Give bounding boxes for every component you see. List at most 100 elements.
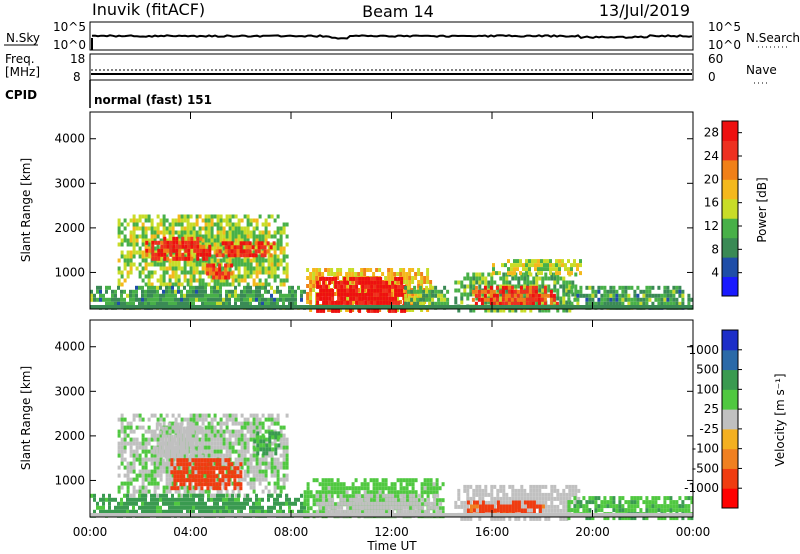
heatmap-cell — [543, 289, 547, 294]
heatmap-cell — [543, 301, 547, 306]
heatmap-cell — [150, 501, 153, 506]
heatmap-cell — [669, 301, 673, 306]
heatmap-cell — [201, 262, 205, 267]
heatmap-cell — [513, 271, 516, 276]
heatmap-cell — [531, 259, 534, 264]
colorbar-tick-label: 20 — [704, 172, 719, 186]
power-colorbar-label: Power [dB] — [755, 177, 769, 242]
heatmap-cell — [255, 469, 259, 474]
heatmap-cell — [129, 238, 133, 243]
heatmap-cell — [285, 297, 288, 302]
heatmap-cell — [528, 259, 531, 264]
heatmap-cell — [159, 457, 163, 462]
heatmap-cell — [147, 274, 151, 279]
heatmap-cell — [168, 238, 172, 243]
heatmap-cell — [285, 413, 289, 418]
heatmap-cell — [431, 301, 435, 306]
heatmap-cell — [240, 477, 244, 482]
heatmap-cell — [177, 278, 181, 283]
heatmap-cell — [153, 509, 156, 514]
heatmap-cell — [254, 253, 258, 258]
heatmap-cell — [440, 293, 444, 298]
heatmap-cell — [490, 484, 494, 489]
heatmap-cell — [216, 449, 220, 454]
heatmap-cell — [373, 308, 377, 313]
heatmap-cell — [99, 289, 102, 294]
heatmap-cell — [321, 486, 325, 491]
heatmap-cell — [255, 289, 258, 294]
heatmap-cell — [189, 214, 193, 219]
heatmap-cell — [429, 490, 433, 495]
heatmap-cell — [255, 266, 259, 271]
heatmap-cell — [120, 509, 123, 514]
heatmap-cell — [147, 481, 151, 486]
heatmap-cell — [200, 458, 204, 463]
heatmap-cell — [391, 300, 395, 305]
heatmap-cell — [141, 481, 145, 486]
heatmap-cell — [270, 453, 274, 458]
heatmap-cell — [260, 245, 264, 250]
heatmap-cell — [150, 493, 153, 498]
heatmap-cell — [419, 289, 423, 294]
heatmap-cell — [419, 285, 423, 290]
heatmap-cell — [225, 238, 229, 243]
heatmap-cell — [472, 280, 476, 285]
heatmap-cell — [219, 505, 222, 510]
heatmap-cell — [204, 433, 208, 438]
heatmap-cell — [522, 267, 525, 272]
heatmap-cell — [225, 453, 229, 458]
heatmap-cell — [228, 441, 232, 446]
heatmap-cell — [126, 274, 130, 279]
heatmap-cell — [174, 417, 178, 422]
heatmap-cell — [531, 285, 535, 290]
heatmap-cell — [189, 445, 193, 450]
heatmap-cell — [197, 466, 201, 471]
heatmap-cell — [339, 494, 343, 499]
heatmap-cell — [435, 482, 439, 487]
heatmap-cell — [504, 297, 508, 302]
heatmap-cell — [436, 493, 440, 498]
heatmap-cell — [182, 450, 186, 455]
heatmap-cell — [237, 497, 240, 502]
heatmap-cell — [258, 477, 262, 482]
heatmap-cell — [340, 292, 344, 297]
heatmap-cell — [267, 297, 270, 302]
heatmap-cell — [544, 272, 548, 277]
heatmap-cell — [204, 501, 207, 506]
heatmap-cell — [117, 258, 121, 263]
heatmap-cell — [510, 271, 513, 276]
heatmap-cell — [261, 222, 265, 227]
heatmap-cell — [216, 441, 220, 446]
heatmap-cell — [520, 308, 524, 313]
heatmap-cell — [336, 272, 340, 276]
heatmap-cell — [191, 466, 195, 471]
heatmap-cell — [234, 214, 238, 219]
heatmap-cell — [345, 272, 349, 276]
heatmap-cell — [316, 493, 320, 498]
heatmap-cell — [246, 465, 250, 470]
heatmap-cell — [204, 214, 208, 219]
heatmap-cell — [198, 214, 202, 219]
heatmap-cell — [135, 218, 139, 223]
heatmap-cell — [312, 498, 316, 503]
heatmap-cell — [407, 301, 411, 306]
heatmap-cell — [264, 218, 268, 223]
heatmap-cell — [403, 497, 407, 502]
heatmap-cell — [519, 271, 522, 276]
heatmap-cell — [219, 493, 222, 498]
heatmap-cell — [123, 226, 127, 231]
heatmap-cell — [227, 275, 231, 280]
heatmap-cell — [144, 262, 148, 267]
heatmap-cell — [523, 516, 527, 521]
heatmap-cell — [615, 293, 619, 298]
colorbar-swatch — [722, 159, 738, 180]
heatmap-cell — [200, 438, 204, 443]
heatmap-cell — [156, 226, 160, 231]
heatmap-cell — [606, 293, 610, 298]
heatmap-cell — [222, 282, 226, 287]
heatmap-cell — [264, 469, 268, 474]
heatmap-cell — [153, 297, 156, 302]
heatmap-cell — [210, 258, 214, 263]
heatmap-cell — [325, 276, 329, 281]
